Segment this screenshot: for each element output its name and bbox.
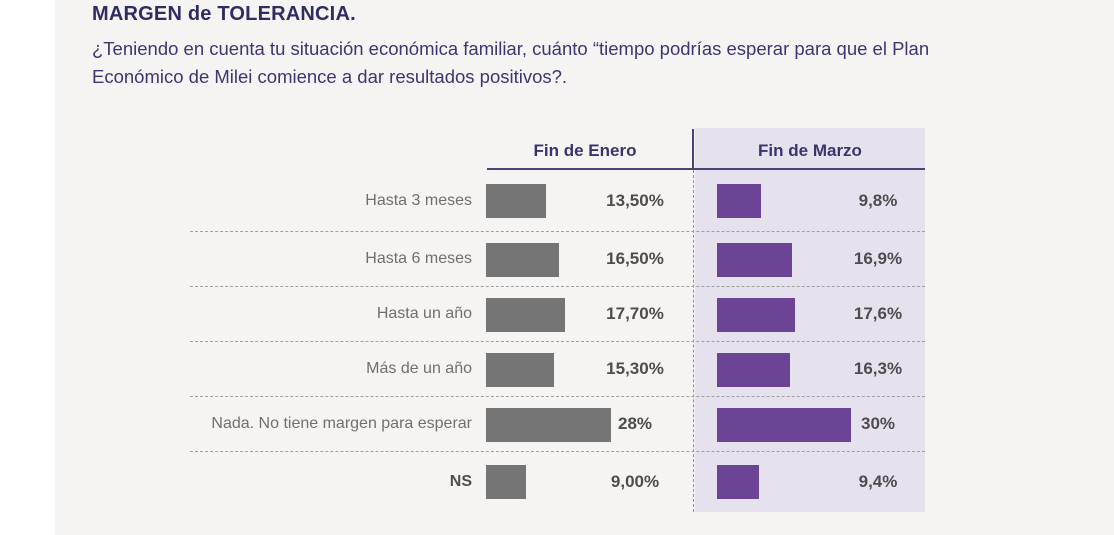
marzo-value: 9,4% [858,472,898,491]
column-header-enero: Fin de Enero [533,141,637,160]
row-label: Más de un año [366,360,472,377]
enero-value: 9,00% [610,472,660,491]
marzo-value: 30% [860,414,896,433]
enero-bar [486,184,546,218]
row-label: NS [449,473,472,490]
marzo-bar [717,184,761,218]
row-label: Nada. No tiene margen para esperar [211,415,472,432]
enero-value: 13,50% [606,190,664,210]
marzo-value: 9,8% [858,190,898,210]
enero-value: 17,70% [606,304,664,323]
marzo-value: 16,9% [853,249,903,268]
enero-bar [486,298,565,332]
row-label: Hasta un año [376,305,472,322]
row-label: Hasta 6 meses [365,250,472,267]
chart-row: Hasta 3 meses 13,50% 9,8% [190,170,925,232]
column-header-marzo: Fin de Marzo [758,141,862,160]
survey-question: ¿Teniendo en cuenta tu situación económi… [92,38,930,87]
marzo-bar [717,465,759,499]
enero-value: 16,50% [606,249,664,268]
row-label: Hasta 3 meses [365,191,472,209]
enero-bar [486,465,526,499]
chart-row: Hasta 6 meses 16,50% 16,9% [190,232,925,287]
chart-row: NS 9,00% 9,4% [190,452,925,512]
chart-row: Nada. No tiene margen para esperar 28% 3… [190,397,925,452]
marzo-bar [717,353,790,387]
enero-value: 28% [617,414,653,433]
chart-row: Más de un año 15,30% 16,3% [190,342,925,397]
page-title: MARGEN de TOLERANCIA. [92,3,356,25]
marzo-value: 16,3% [853,359,903,378]
header-underline [487,168,925,170]
enero-bar [486,353,554,387]
marzo-bar [717,298,795,332]
enero-value: 15,30% [606,359,664,378]
enero-bar [486,408,611,442]
marzo-bar [717,243,792,277]
marzo-value: 17,6% [853,304,903,323]
marzo-bar [717,408,851,442]
header-column-divider [692,129,694,168]
slide-background [55,0,1114,535]
enero-bar [486,243,559,277]
chart-row: Hasta un año 17,70% 17,6% [190,287,925,342]
